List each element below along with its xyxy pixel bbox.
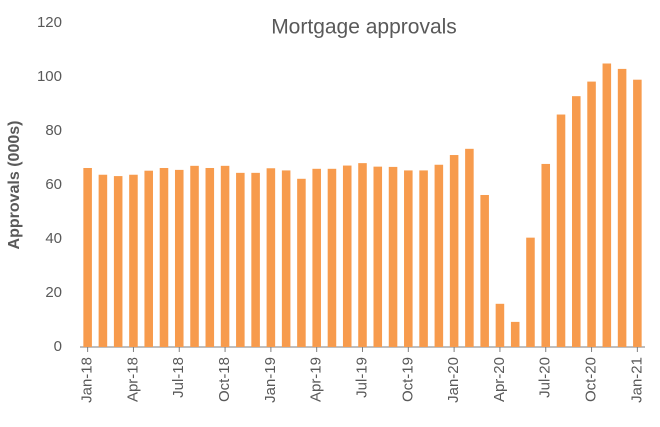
bar (404, 170, 413, 347)
y-tick-label: 100 (37, 68, 62, 85)
bar (327, 168, 337, 347)
bar (281, 170, 291, 347)
y-tick-label: 120 (37, 14, 62, 31)
x-tick-label: Jan-18 (79, 357, 96, 403)
bar (449, 155, 459, 347)
bar (113, 176, 123, 347)
bar (83, 167, 92, 347)
bar (617, 68, 627, 348)
bar (434, 164, 444, 347)
bar (342, 165, 352, 347)
y-axis-label: Approvals (000s) (6, 121, 23, 250)
x-tick-label: Jul-18 (170, 357, 187, 398)
y-tick-label: 0 (54, 338, 62, 355)
bar (495, 303, 505, 347)
bar (129, 174, 138, 347)
bar (510, 321, 520, 347)
bar (159, 167, 169, 347)
x-tick-label: Apr-19 (308, 357, 325, 402)
x-tick-label: Jan-19 (262, 357, 279, 403)
bar (251, 172, 260, 347)
chart-title: Mortgage approvals (271, 16, 457, 39)
bar (205, 167, 215, 347)
bar (572, 96, 581, 347)
y-tick-label: 20 (45, 284, 62, 301)
x-tick-label: Apr-20 (491, 357, 508, 402)
bar (297, 178, 306, 347)
bar (358, 163, 367, 347)
bar (587, 81, 596, 347)
bar (465, 148, 474, 347)
bar (266, 168, 276, 347)
bar (633, 79, 642, 347)
bar (419, 170, 428, 347)
bar (526, 237, 535, 347)
bar (220, 165, 230, 347)
x-tick-label: Jul-19 (353, 357, 370, 398)
y-tick-label: 60 (45, 176, 62, 193)
bar (602, 63, 612, 347)
bar (541, 163, 551, 347)
bar (236, 172, 245, 347)
x-tick-label: Jan-21 (628, 357, 645, 403)
x-tick-label: Oct-19 (399, 357, 416, 402)
bar (556, 114, 566, 347)
bar (144, 170, 153, 347)
bar (312, 168, 321, 347)
x-tick-label: Apr-18 (124, 357, 141, 402)
y-tick-label: 40 (45, 230, 62, 247)
x-tick-label: Jan-20 (445, 357, 462, 403)
bar (373, 166, 383, 347)
bar (480, 194, 489, 347)
bar (98, 174, 108, 347)
bar (388, 166, 398, 347)
bar (190, 165, 199, 347)
bar (174, 169, 184, 347)
x-tick-label: Oct-18 (216, 357, 233, 402)
y-tick-label: 80 (45, 122, 62, 139)
x-tick-label: Oct-20 (583, 357, 600, 402)
x-tick-label: Jul-20 (537, 357, 554, 398)
